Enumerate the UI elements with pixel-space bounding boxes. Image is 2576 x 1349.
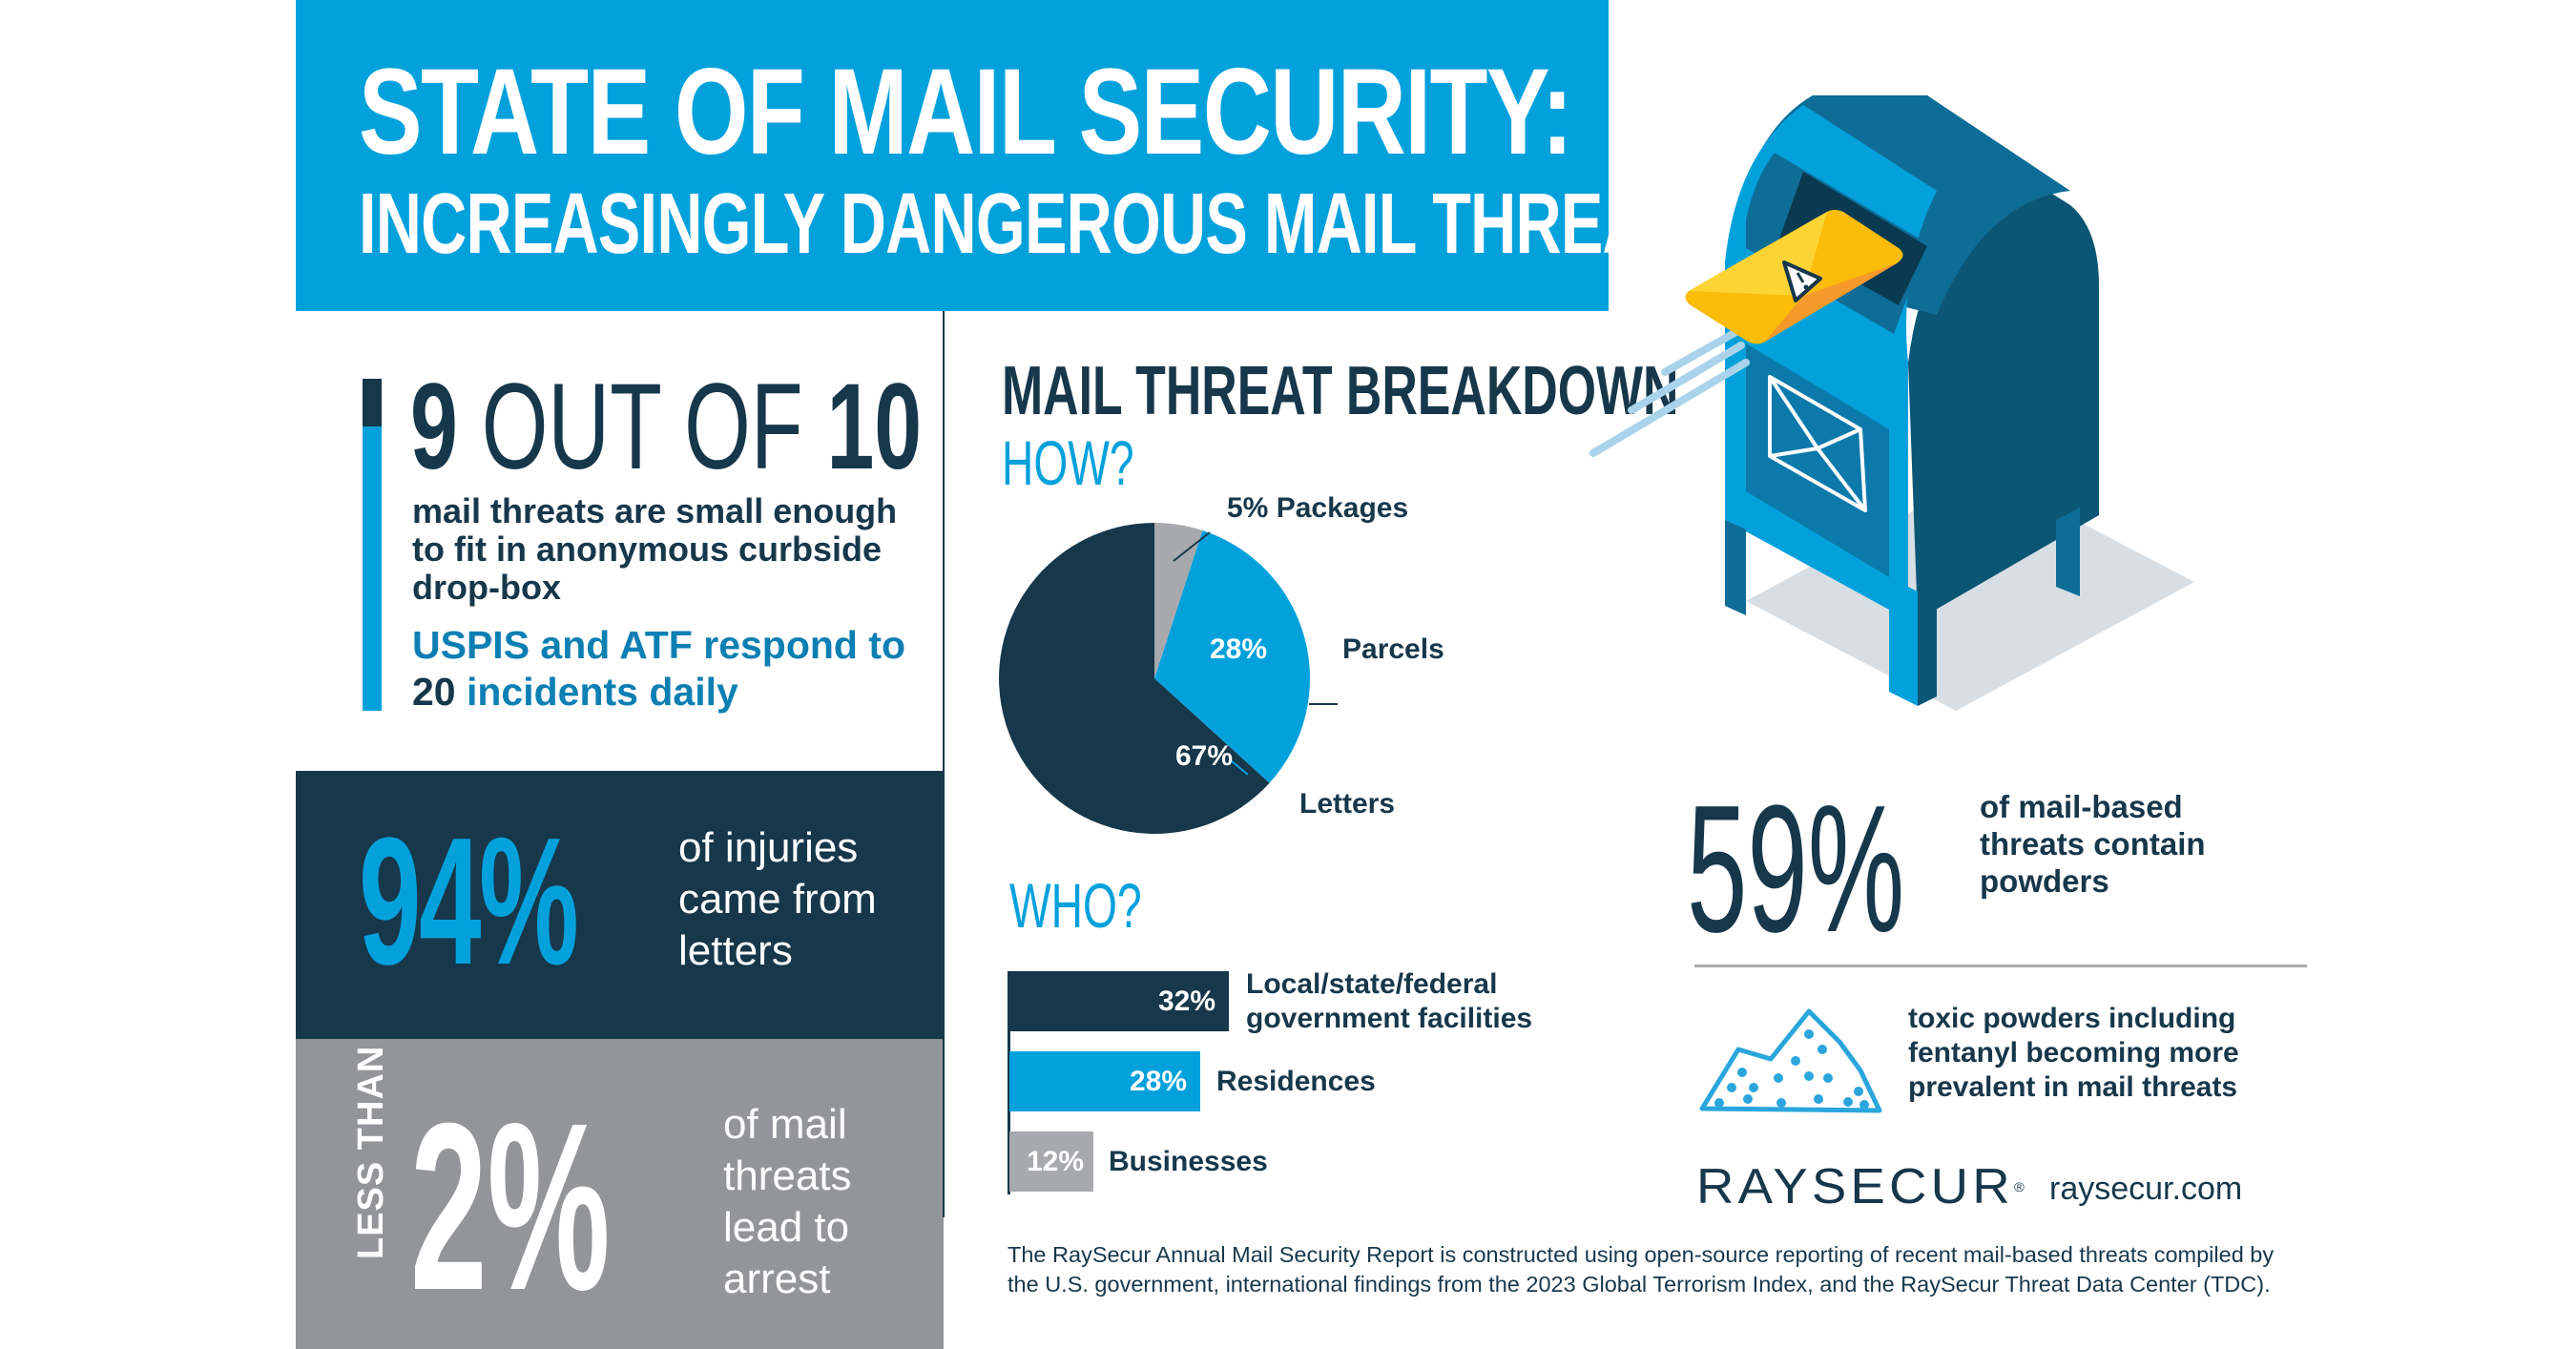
logo-text: RAYSECUR	[1696, 1159, 2014, 1214]
stat-powders-description: of mail-based threats contain powders	[1980, 788, 2206, 900]
pie-label-letters: Letters	[1299, 788, 1396, 820]
stat-out-of: OUT OF	[457, 359, 827, 495]
bar-value: 12%	[1026, 1145, 1084, 1177]
pie-label-parcels: Parcels	[1342, 633, 1444, 665]
leader-line	[1230, 759, 1249, 776]
stat-powders-value: 59%	[1687, 768, 1905, 970]
header-banner	[296, 0, 1609, 311]
bar-businesses: 12%	[1009, 1131, 1093, 1192]
note-line: fentanyl becoming more	[1908, 1037, 2239, 1069]
registered-mark: ®	[2013, 1179, 2025, 1194]
accent-bar-dark	[363, 379, 382, 426]
response-number: 20	[412, 670, 456, 714]
response-suffix: incidents daily	[455, 670, 738, 714]
envelope-icon	[1768, 375, 1867, 512]
footer-note: The RaySecur Annual Mail Security Report…	[1008, 1242, 2275, 1297]
arrest-panel	[296, 1039, 944, 1349]
desc-line: arrest	[723, 1256, 831, 1302]
leader-line	[1247, 774, 1262, 789]
bar-government: 32%	[1009, 971, 1229, 1031]
injuries-panel	[296, 771, 944, 1039]
bar-axis	[1008, 971, 1010, 1194]
note-line: prevalent in mail threats	[1908, 1071, 2238, 1103]
stat-arrest-qualifier: LESS THAN	[351, 1045, 391, 1259]
desc-line: lead to	[723, 1204, 850, 1251]
desc-line: threats contain	[1980, 826, 2206, 861]
desc-line: letters	[678, 927, 793, 974]
response-prefix: USPIS and ATF respond to	[412, 623, 906, 667]
stat-nine: 9	[410, 359, 458, 495]
desc-line: came from	[678, 876, 877, 923]
bar-label-residences: Residences	[1216, 1066, 1376, 1097]
desc-line: of mail-based	[1980, 789, 2183, 824]
breakdown-title: MAIL THREAT BREAKDOWN	[1002, 353, 1679, 429]
bar-value: 28%	[1129, 1065, 1187, 1097]
pie-slice-packages	[1154, 523, 1203, 678]
warning-envelope	[1685, 210, 1903, 344]
desc-line: of injuries	[678, 824, 859, 871]
page-subtitle: INCREASINGLY DANGEROUS MAIL THREATS	[359, 176, 1723, 272]
bar-value: 32%	[1157, 985, 1215, 1017]
stat-injuries-description: of injuries came from letters	[678, 822, 877, 977]
stat-response: USPIS and ATF respond to 20 incidents da…	[412, 622, 908, 716]
desc-line: of mail	[723, 1101, 847, 1148]
bar-label-businesses: Businesses	[1109, 1146, 1268, 1177]
stat-nine-description: mail threats are small enough to fit in …	[412, 491, 898, 607]
mailbox-illustration	[1589, 95, 2194, 711]
pie-chart	[999, 523, 1338, 834]
brand-url[interactable]: raysecur.com	[2049, 1171, 2243, 1207]
stat-nine-of-ten: 9 OUT OF 10	[410, 366, 922, 488]
label-line: Local/state/federal	[1246, 968, 1498, 1000]
pie-label-packages: 5% Packages	[1227, 492, 1409, 524]
pie-value-parcels: 28%	[1210, 633, 1268, 665]
desc-line: powders	[1980, 863, 2109, 899]
column-divider	[943, 311, 945, 1217]
accent-bar-blue	[363, 426, 382, 711]
note-line: toxic powders including	[1908, 1003, 2236, 1034]
pie-slice-parcels	[1154, 530, 1311, 783]
bar-label-government: Local/state/federal government facilities	[1246, 967, 1532, 1036]
page-title: STATE OF MAIL SECURITY:	[359, 44, 1573, 180]
stat-arrest-value: 2%	[410, 1073, 611, 1339]
how-heading: HOW?	[1002, 427, 1134, 498]
stat-ten: 10	[826, 359, 923, 495]
toxic-powders-note: toxic powders including fentanyl becomin…	[1908, 1002, 2309, 1105]
pie-slice-letters	[999, 523, 1270, 834]
raysecur-logo: RAYSECUR®	[1696, 1162, 2025, 1212]
who-heading: WHO?	[1009, 870, 1142, 941]
bar-residences: 28%	[1009, 1051, 1200, 1111]
stat-injuries-value: 94%	[359, 800, 579, 1003]
pie-value-letters: 67%	[1175, 740, 1234, 772]
motion-lines	[1589, 325, 1750, 457]
section-divider	[1694, 965, 2307, 967]
leader-line	[1173, 531, 1211, 562]
powder-pile-icon	[1699, 1008, 1882, 1113]
stat-arrest-description: of mail threats lead to arrest	[723, 1099, 852, 1305]
label-line: government facilities	[1246, 1003, 1533, 1034]
desc-line: threats	[723, 1152, 852, 1199]
